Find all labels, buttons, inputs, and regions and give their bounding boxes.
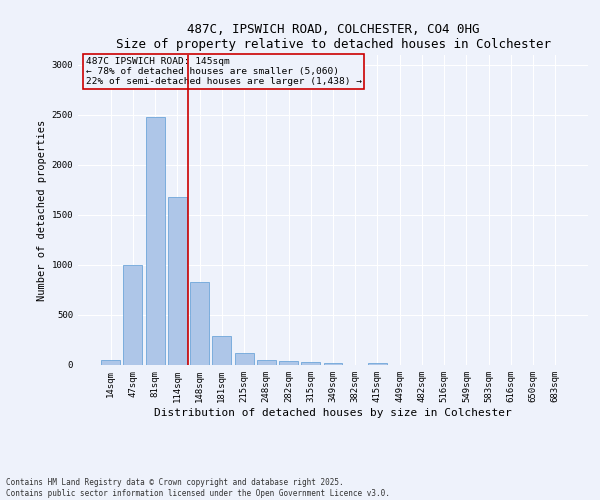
Bar (168, 197, 187, 365)
Bar (368, 363, 387, 365)
Bar (257, 360, 276, 365)
Bar (124, 264, 142, 365)
X-axis label: Distribution of detached houses by size in Colchester: Distribution of detached houses by size … (154, 408, 512, 418)
Bar (190, 282, 209, 365)
Bar (235, 353, 254, 365)
Bar (146, 117, 164, 365)
Bar (101, 360, 120, 365)
Bar (323, 362, 343, 365)
Title: 487C, IPSWICH ROAD, COLCHESTER, CO4 0HG
Size of property relative to detached ho: 487C, IPSWICH ROAD, COLCHESTER, CO4 0HG … (115, 23, 551, 51)
Y-axis label: Number of detached properties: Number of detached properties (37, 120, 47, 300)
Bar (279, 360, 298, 365)
Text: 487C IPSWICH ROAD: 145sqm
← 78% of detached houses are smaller (5,060)
22% of se: 487C IPSWICH ROAD: 145sqm ← 78% of detac… (86, 56, 362, 86)
Text: Contains HM Land Registry data © Crown copyright and database right 2025.
Contai: Contains HM Land Registry data © Crown c… (6, 478, 390, 498)
Bar (301, 362, 320, 365)
Bar (212, 336, 231, 365)
